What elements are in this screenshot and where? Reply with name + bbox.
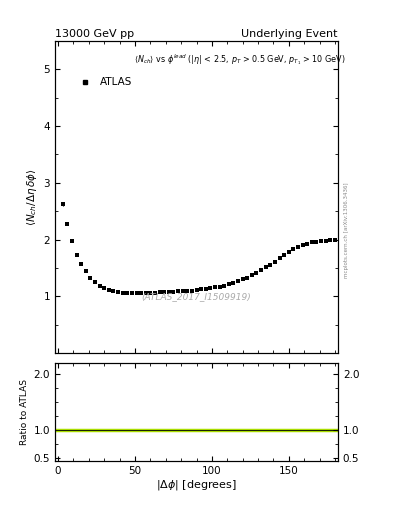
Text: 13000 GeV pp: 13000 GeV pp xyxy=(55,29,134,39)
Text: (ATLAS_2017_I1509919): (ATLAS_2017_I1509919) xyxy=(141,292,252,302)
Y-axis label: Ratio to ATLAS: Ratio to ATLAS xyxy=(20,379,29,445)
Text: Underlying Event: Underlying Event xyxy=(241,29,338,39)
X-axis label: $|\Delta\phi|$ [degrees]: $|\Delta\phi|$ [degrees] xyxy=(156,478,237,493)
Y-axis label: $\langle N_{ch}/ \Delta\eta\,\delta\phi\rangle$: $\langle N_{ch}/ \Delta\eta\,\delta\phi\… xyxy=(26,168,39,226)
Legend: ATLAS: ATLAS xyxy=(72,74,135,91)
Text: $\langle N_{ch}\rangle$ vs $\phi^{lead}$ ($|\eta|$ < 2.5, $p_{T}$ > 0.5 GeV, $p_: $\langle N_{ch}\rangle$ vs $\phi^{lead}$… xyxy=(134,52,346,67)
Text: mcplots.cern.ch [arXiv:1306.3436]: mcplots.cern.ch [arXiv:1306.3436] xyxy=(344,183,349,278)
